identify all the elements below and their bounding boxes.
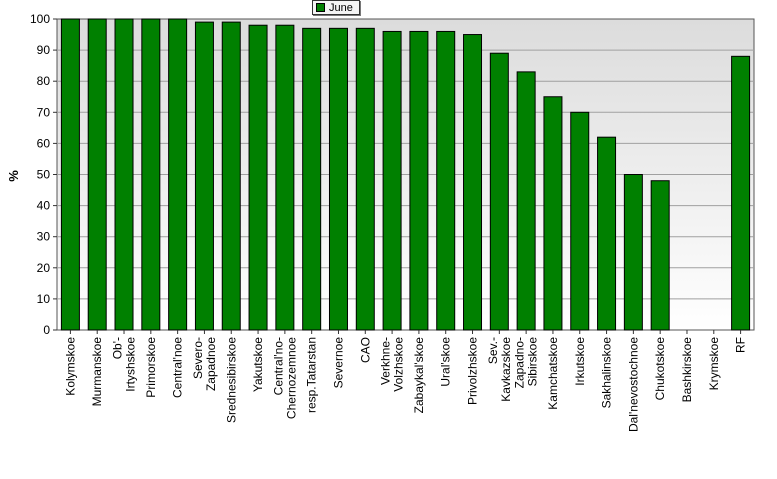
legend: June [312, 0, 360, 15]
x-tick-label: RF [734, 337, 748, 353]
bar-10 [302, 27, 322, 331]
legend-swatch [316, 3, 325, 12]
bar-8 [248, 24, 268, 331]
bar-22 [623, 174, 643, 331]
x-tick-labels: Kolymskoe Murmanskoe Ob'-Irtyshskoe Primors… [63, 330, 748, 432]
bar-1 [60, 18, 80, 331]
y-tick-label: 100 [30, 12, 50, 26]
x-tick-label: Krymskoe [707, 337, 721, 391]
x-tick-label: Irkutskoe [573, 337, 587, 386]
x-tick-label: Ob'-Irtyshskoe [111, 337, 138, 392]
bar-26 [731, 55, 751, 331]
bar-12 [355, 27, 375, 331]
bar-6 [194, 21, 214, 331]
bar-18 [516, 71, 536, 331]
x-tick-label: Central'noe [171, 337, 185, 398]
x-tick-label: Dal'nevostochnoe [626, 337, 640, 432]
bar-16 [463, 34, 483, 331]
y-tick-labels: 0 10 20 30 40 50 60 70 80 90 100 [30, 12, 57, 337]
x-tick-label: Zapadno-Sibirskoe [513, 337, 540, 389]
y-tick-label: 20 [37, 261, 51, 275]
y-tick-label: 90 [37, 43, 51, 57]
legend-label: June [329, 1, 353, 14]
bar-7 [221, 21, 241, 331]
x-tick-label: Severo-Zapadnoe [191, 337, 218, 391]
x-tick-label: resp.Tatarstan [305, 337, 319, 413]
x-tick-label: Kamchatskoe [546, 337, 560, 410]
x-tick-label: Ural'skoe [439, 337, 453, 387]
bar-4 [141, 18, 161, 331]
y-tick-label: 80 [37, 74, 51, 88]
x-tick-label: Sev.-Kavkazskoe [486, 337, 513, 402]
bar-11 [328, 27, 348, 331]
y-tick-label: 40 [37, 199, 51, 213]
bar-19 [543, 96, 563, 331]
bar-21 [597, 136, 617, 331]
bar-3 [114, 18, 134, 331]
bar-15 [436, 30, 456, 331]
bar-23 [650, 180, 670, 331]
x-tick-label: Verkhne-Volzhskoe [379, 337, 406, 392]
y-tick-label: 0 [43, 323, 50, 337]
bars [60, 18, 751, 331]
y-tick-label: 30 [37, 230, 51, 244]
x-tick-label: Central'no-Chernozemnoe [271, 337, 298, 419]
bar-2 [87, 18, 107, 331]
x-tick-label: Zabaykal'skoe [412, 337, 426, 414]
y-tick-label: 50 [37, 168, 51, 182]
y-axis-label: % [6, 170, 21, 182]
bar-5 [168, 18, 188, 331]
x-tick-label: CAO [358, 337, 372, 363]
x-tick-label: Chukotskoe [653, 337, 667, 401]
bar-17 [489, 52, 509, 331]
y-tick-label: 70 [37, 105, 51, 119]
bar-14 [409, 30, 429, 331]
x-tick-label: Kolymskoe [63, 337, 77, 396]
x-tick-label: Severnoe [331, 337, 345, 389]
y-tick-label: 60 [37, 136, 51, 150]
bar-20 [570, 111, 590, 331]
x-tick-label: Bashkirskoe [680, 337, 694, 403]
bar-13 [382, 30, 402, 331]
x-tick-label: Sakhalinskoe [600, 337, 614, 409]
x-tick-label: Primorskoe [144, 337, 158, 398]
x-tick-label: Privolzhskoe [466, 337, 480, 405]
y-tick-label: 10 [37, 292, 51, 306]
x-tick-label: Murmanskoe [90, 337, 104, 407]
x-tick-label: Srednesibirskoe [224, 337, 238, 423]
bar-9 [275, 24, 295, 331]
x-tick-label: Yakutskoe [251, 337, 265, 392]
